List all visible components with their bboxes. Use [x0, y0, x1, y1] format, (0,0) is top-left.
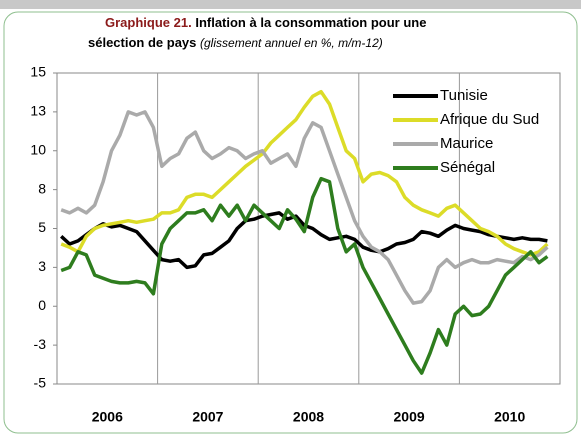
y-tick-label: 3 — [38, 258, 46, 274]
title-label: Graphique 21. — [105, 15, 192, 30]
series-line — [60, 110, 549, 305]
frame — [3, 11, 578, 434]
y-tick-label: 15 — [30, 64, 46, 80]
y-tick-label: 10 — [30, 141, 46, 157]
y-tick-label: 5 — [38, 219, 46, 235]
chart-title: Graphique 21. Inflation à la consommatio… — [105, 15, 426, 30]
x-tick-label: 2008 — [293, 409, 324, 425]
x-tick-label: 2010 — [494, 409, 525, 425]
y-tick-label: 13 — [30, 103, 46, 119]
y-tick-label: 8 — [38, 180, 46, 196]
x-tick-label: 2009 — [394, 409, 425, 425]
top-bar — [0, 0, 581, 9]
y-tick-label: -3 — [34, 336, 47, 352]
series-line — [60, 176, 549, 375]
series-line — [60, 89, 549, 257]
legend-label: Maurice — [440, 135, 493, 152]
y-tick-label: 0 — [38, 297, 46, 313]
legend-label: Sénégal — [440, 159, 495, 176]
y-tick-label: -5 — [34, 375, 47, 391]
title-line: sélection de pays — [88, 35, 196, 50]
x-tick-label: 2006 — [92, 409, 123, 425]
chart-title-2: sélection de pays (glissement annuel en … — [88, 35, 383, 50]
x-tick-label: 2007 — [192, 409, 223, 425]
subtitle: (glissement annuel en %, m/m-12) — [200, 36, 383, 50]
title-line: Inflation à la consommation pour une — [195, 15, 426, 30]
legend-label: Afrique du Sud — [440, 111, 539, 128]
legend-label: Tunisie — [440, 87, 488, 104]
